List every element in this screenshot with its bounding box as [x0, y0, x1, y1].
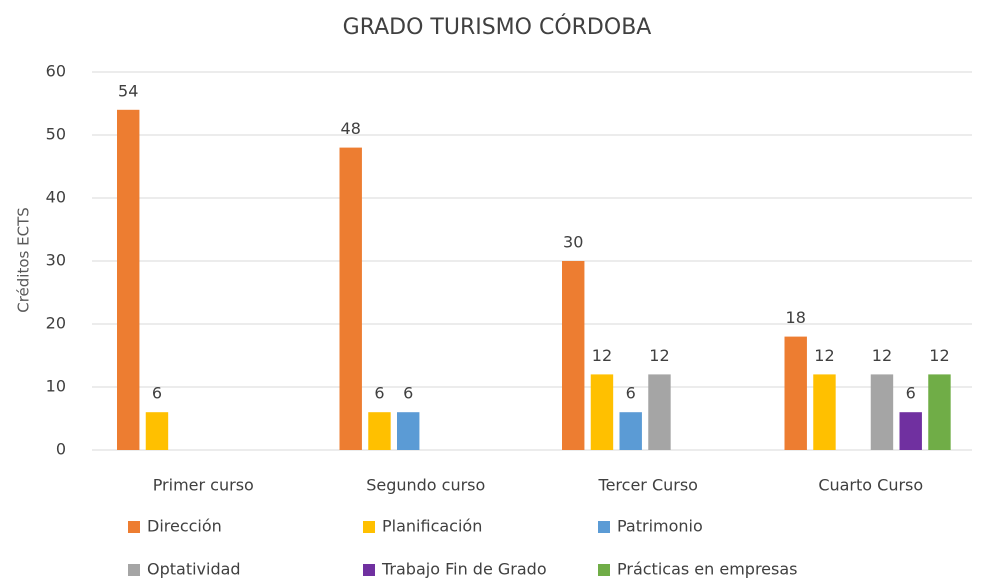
- legend-label: Patrimonio: [617, 517, 703, 536]
- x-tick-label: Segundo curso: [366, 476, 485, 495]
- legend-swatch: [128, 521, 140, 533]
- data-label: 6: [906, 384, 916, 403]
- legend-label: Planificación: [382, 517, 482, 536]
- bar: [619, 412, 642, 450]
- y-tick-label: 0: [56, 440, 66, 459]
- x-tick-label: Primer curso: [153, 476, 254, 495]
- y-tick-label: 60: [46, 62, 66, 81]
- bar: [339, 147, 362, 450]
- bar: [784, 336, 807, 450]
- data-label: 12: [872, 346, 892, 365]
- data-label: 6: [152, 384, 162, 403]
- x-tick-label: Tercer Curso: [598, 476, 698, 495]
- legend-swatch: [363, 564, 375, 576]
- legend-swatch: [598, 521, 610, 533]
- bar: [648, 374, 671, 450]
- legend-label: Trabajo Fin de Grado: [381, 560, 547, 579]
- data-label: 12: [649, 346, 669, 365]
- bar: [928, 374, 951, 450]
- y-axis-title: Créditos ECTS: [15, 207, 33, 313]
- data-label: 18: [786, 308, 806, 327]
- legend-swatch: [128, 564, 140, 576]
- bar: [397, 412, 420, 450]
- bar: [562, 261, 585, 450]
- data-label: 6: [374, 384, 384, 403]
- bar: [590, 374, 614, 450]
- legend-swatch: [598, 564, 610, 576]
- legend-swatch: [363, 521, 375, 533]
- data-label: 6: [403, 384, 413, 403]
- data-label: 54: [118, 81, 138, 100]
- bar: [899, 412, 922, 450]
- data-label: 12: [814, 346, 834, 365]
- bar: [145, 412, 169, 450]
- y-tick-label: 50: [46, 125, 66, 144]
- legend-label: Optatividad: [147, 560, 241, 579]
- y-tick-label: 20: [46, 314, 66, 333]
- data-label: 30: [563, 233, 583, 252]
- bar: [870, 374, 894, 450]
- y-tick-label: 30: [46, 251, 66, 270]
- x-tick-label: Cuarto Curso: [818, 476, 923, 495]
- y-tick-label: 10: [46, 377, 66, 396]
- data-label: 12: [592, 346, 612, 365]
- legend-label: Dirección: [147, 517, 222, 536]
- data-label: 48: [341, 119, 361, 138]
- bar: [813, 374, 836, 450]
- bar: [117, 109, 140, 451]
- y-tick-label: 40: [46, 188, 66, 207]
- bar: [368, 412, 391, 450]
- data-label: 6: [626, 384, 636, 403]
- chart-title: GRADO TURISMO CÓRDOBA: [343, 14, 652, 40]
- data-label: 12: [929, 346, 949, 365]
- legend-label: Prácticas en empresas: [617, 560, 798, 579]
